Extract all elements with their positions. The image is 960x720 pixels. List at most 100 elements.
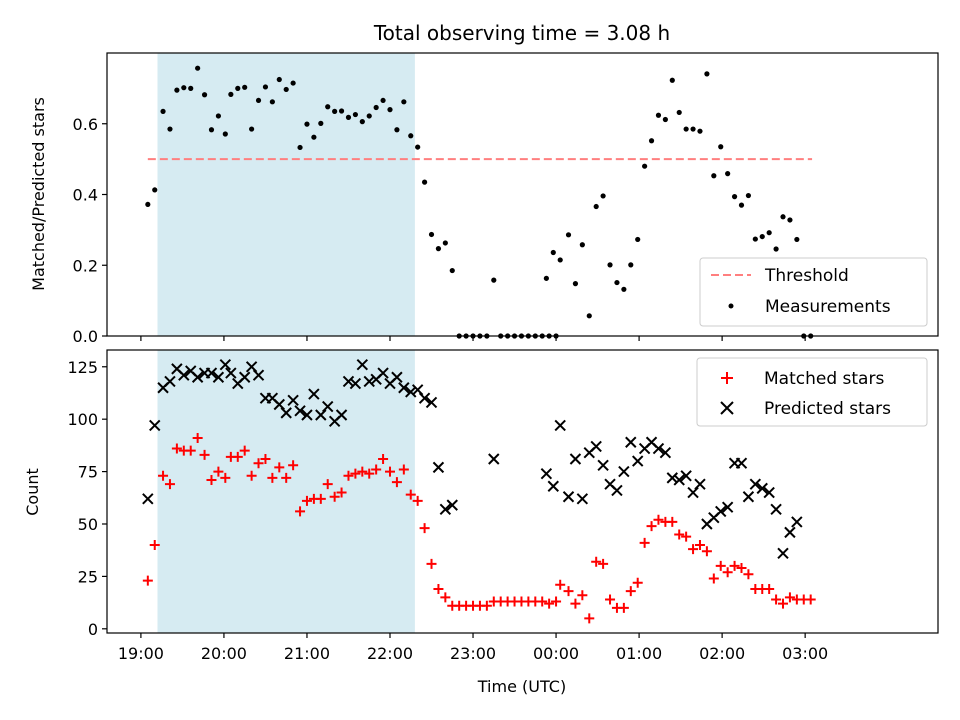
predicted-star-point	[294, 405, 306, 417]
top-highlight-span	[157, 53, 415, 336]
measurement-point	[607, 262, 613, 268]
measurement-point	[345, 114, 352, 120]
predicted-star-point	[611, 484, 623, 497]
matched-star-point	[771, 594, 782, 605]
matched-star-point	[736, 563, 747, 574]
matched-star-point	[322, 479, 333, 490]
matched-star-point	[598, 558, 609, 569]
measurement-point	[550, 249, 556, 256]
measurement-point	[794, 236, 800, 243]
matched-star-point	[315, 493, 326, 504]
matched-star-point	[653, 514, 664, 525]
matched-star-point	[142, 575, 153, 586]
matched-star-point	[281, 472, 292, 483]
predicted-star-point	[547, 480, 559, 492]
predicted-star-point	[554, 419, 566, 432]
measurement-point	[593, 203, 599, 210]
measurement-point	[201, 92, 208, 98]
predicted-star-point	[791, 516, 803, 528]
predicted-star-point	[652, 442, 665, 455]
predicted-star-point	[322, 400, 334, 413]
measurement-point	[780, 214, 786, 220]
matched-star-point	[729, 560, 740, 571]
predicted-star-point	[238, 371, 251, 383]
measurement-point	[600, 193, 606, 199]
matched-star-point	[149, 539, 160, 550]
matched-star-point	[371, 464, 382, 475]
predicted-star-point	[356, 358, 369, 371]
x-tick-label: 22:00	[367, 644, 413, 663]
measurement-point	[628, 262, 634, 268]
x-tick-label: 19:00	[118, 644, 164, 663]
matched-star-point	[164, 479, 175, 490]
measurement-point	[215, 113, 221, 119]
matched-star-point	[267, 472, 278, 483]
matched-star-point	[412, 495, 423, 506]
predicted-star-point	[287, 394, 299, 407]
matched-star-point	[544, 598, 555, 609]
predicted-star-point	[149, 419, 161, 432]
matched-star-point	[171, 443, 182, 454]
measurement-point	[235, 85, 241, 91]
legend-measurements-swatch	[728, 303, 734, 309]
measurement-point	[565, 232, 572, 238]
measurement-point	[352, 111, 359, 118]
measurement-point	[304, 121, 310, 127]
top-legend: Threshold Measurements	[699, 257, 928, 327]
measurement-point	[662, 116, 668, 123]
bottom-highlight-span	[157, 350, 415, 633]
matched-star-point	[632, 577, 643, 588]
predicted-star-point	[391, 371, 403, 383]
matched-star-point	[350, 468, 361, 479]
matched-star-point	[537, 596, 548, 607]
matched-star-point	[274, 462, 285, 473]
legend-threshold-label: Threshold	[764, 266, 849, 286]
predicted-star-point	[252, 369, 265, 381]
measurement-point	[380, 97, 386, 104]
matched-star-point	[419, 523, 430, 534]
predicted-star-point	[425, 396, 438, 409]
measurement-point	[738, 202, 745, 208]
measurement-point	[725, 171, 731, 177]
matched-star-point	[764, 583, 775, 594]
measurement-point	[683, 126, 689, 132]
predicted-star-point	[576, 493, 589, 505]
predicted-star-point	[625, 436, 637, 448]
measurement-point	[325, 104, 331, 110]
measurement-point	[642, 163, 648, 169]
bottom-legend-box	[696, 357, 928, 427]
measurement-point	[731, 194, 738, 200]
y-tick-label: 50	[78, 515, 98, 534]
measurement-points	[145, 65, 814, 339]
predicted-star-point	[191, 371, 204, 383]
measurement-point	[449, 267, 455, 274]
legend-matched-label: Matched stars	[764, 369, 884, 389]
legend-measurements-label: Measurements	[765, 297, 891, 317]
measurement-point	[745, 192, 752, 199]
predicted-star-point	[245, 361, 258, 373]
y-tick-label: 0.2	[73, 256, 98, 275]
predicted-star-point	[777, 547, 789, 560]
predicted-star-point	[721, 501, 734, 513]
x-tick-label: 00:00	[533, 644, 579, 663]
bottom-legend: Matched stars Predicted stars	[696, 357, 928, 427]
measurement-point	[366, 113, 372, 119]
matched-star-point	[646, 521, 657, 532]
matched-star-point	[199, 449, 210, 460]
x-tick-label: 20:00	[201, 644, 247, 663]
measurement-point	[759, 233, 765, 240]
matched-star-point	[405, 489, 416, 500]
predicted-star-point	[308, 388, 320, 400]
measurement-point	[491, 277, 497, 283]
predicted-star-point	[562, 491, 575, 503]
legend-predicted-label: Predicted stars	[764, 399, 891, 419]
matched-star-point	[570, 598, 581, 609]
measurement-point	[697, 128, 703, 134]
predicted-star-point	[349, 377, 362, 390]
matched-star-point	[391, 477, 402, 488]
predicted-star-point	[273, 398, 285, 411]
predicted-star-point	[432, 461, 445, 474]
matched-star-point	[591, 556, 602, 567]
measurement-point	[676, 109, 682, 116]
x-axis-label: Time (UTC)	[477, 677, 566, 696]
